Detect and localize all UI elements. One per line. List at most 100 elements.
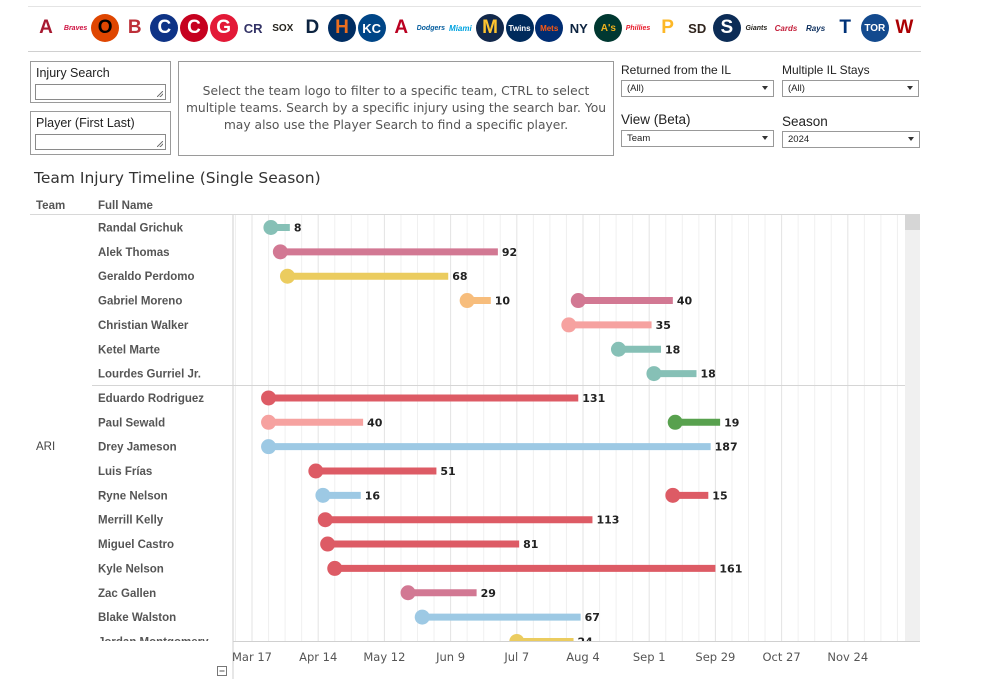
days-label: 8	[294, 222, 302, 235]
player-name: Merrill Kelly	[98, 515, 164, 527]
phillies-logo[interactable]: Phillies	[624, 14, 652, 42]
athletics-logo[interactable]: A's	[594, 14, 623, 42]
days-label: 40	[367, 416, 383, 429]
tigers-logo[interactable]: D	[298, 14, 327, 42]
player-name: Christian Walker	[98, 320, 189, 332]
player-search-label: Player (First Last)	[36, 116, 135, 130]
rays-logo[interactable]: Rays	[801, 14, 830, 42]
x-tick-label: Jul 7	[503, 650, 529, 664]
brewers-logo[interactable]: M	[476, 14, 504, 42]
mariners-logo[interactable]: S	[712, 14, 741, 42]
x-tick-label: Aug 4	[566, 650, 599, 664]
player-name: Alek Thomas	[98, 247, 170, 259]
injury-start-dot[interactable]	[459, 293, 475, 309]
multiple-il-dropdown[interactable]: (All)	[782, 80, 919, 97]
injury-start-dot[interactable]	[400, 585, 416, 601]
injury-start-dot[interactable]	[263, 220, 279, 235]
reds-logo[interactable]: C	[180, 14, 208, 42]
rangers-logo[interactable]: T	[831, 14, 860, 42]
injury-start-dot[interactable]	[665, 487, 681, 503]
white-sox-logo[interactable]: SOX	[268, 14, 297, 42]
x-tick-label: Nov 24	[827, 650, 868, 664]
days-label: 161	[719, 562, 742, 575]
injury-start-dot[interactable]	[272, 244, 288, 260]
days-label: 10	[495, 295, 511, 308]
days-label: 16	[365, 489, 381, 502]
full-name-column-header: Full Name	[98, 200, 153, 212]
pirates-logo[interactable]: P	[653, 14, 682, 42]
player-name: Miguel Castro	[98, 539, 174, 551]
cardinals-logo[interactable]: Cards	[772, 14, 800, 42]
padres-logo[interactable]: SD	[683, 14, 712, 42]
player-search-input[interactable]	[35, 134, 166, 150]
injury-start-dot[interactable]	[561, 317, 577, 333]
chevron-down-icon	[762, 86, 768, 90]
royals-logo[interactable]: KC	[357, 14, 386, 42]
days-label: 187	[715, 441, 738, 454]
x-tick-label: Apr 14	[299, 650, 337, 664]
days-label: 131	[582, 392, 605, 405]
chevron-down-icon	[762, 136, 768, 140]
guardians-logo[interactable]: G	[209, 14, 238, 42]
injury-start-dot[interactable]	[261, 414, 277, 430]
dodgers-logo[interactable]: Dodgers	[416, 14, 445, 42]
days-label: 18	[665, 343, 680, 356]
days-label: 92	[502, 246, 517, 259]
view-dropdown[interactable]: Team	[621, 130, 774, 147]
blue-jays-logo[interactable]: TOR	[860, 14, 889, 42]
orioles-logo[interactable]: O	[91, 14, 120, 42]
days-label: 35	[656, 319, 671, 332]
twins-logo[interactable]: Twins	[505, 14, 534, 42]
player-name: Gabriel Moreno	[98, 296, 182, 308]
player-name: Blake Walston	[98, 612, 176, 624]
days-label: 67	[585, 611, 600, 624]
yankees-logo[interactable]: NY	[564, 14, 593, 42]
cubs-logo[interactable]: C	[150, 14, 179, 42]
astros-logo[interactable]: H	[328, 14, 356, 42]
nationals-logo[interactable]: W	[890, 14, 919, 42]
returned-il-dropdown[interactable]: (All)	[621, 80, 774, 97]
season-value: 2024	[788, 134, 810, 145]
red-sox-logo[interactable]: B	[120, 14, 149, 42]
injury-start-dot[interactable]	[308, 463, 324, 479]
x-tick-label: May 12	[363, 650, 405, 664]
season-label: Season	[782, 114, 828, 129]
braves-logo[interactable]: Braves	[61, 14, 90, 42]
x-tick-label: Oct 27	[763, 650, 801, 664]
injury-search-input[interactable]	[35, 84, 166, 100]
player-name: Luis Frías	[98, 466, 152, 478]
marlins-logo[interactable]: Miami	[446, 14, 475, 42]
injury-start-dot[interactable]	[610, 341, 626, 357]
injury-start-dot[interactable]	[279, 268, 295, 284]
injury-start-dot[interactable]	[327, 560, 343, 576]
injury-start-dot[interactable]	[509, 633, 525, 649]
multiple-il-value: (All)	[788, 83, 805, 94]
days-label: 15	[712, 489, 727, 502]
injury-search-label: Injury Search	[36, 66, 110, 80]
scrollbar-thumb[interactable]	[905, 214, 920, 230]
injury-start-dot[interactable]	[414, 609, 430, 625]
rockies-logo[interactable]: CR	[239, 14, 268, 42]
injury-start-dot[interactable]	[570, 293, 586, 309]
injury-start-dot[interactable]	[261, 439, 277, 455]
days-label: 81	[523, 538, 538, 551]
injury-start-dot[interactable]	[261, 390, 277, 406]
injury-start-dot[interactable]	[667, 414, 683, 430]
days-label: 24	[578, 635, 594, 648]
injury-start-dot[interactable]	[646, 366, 662, 382]
season-dropdown[interactable]: 2024	[782, 131, 920, 148]
mets-logo[interactable]: Mets	[535, 14, 564, 42]
injury-start-dot[interactable]	[317, 512, 333, 528]
injury-start-dot[interactable]	[320, 536, 336, 552]
scrollbar-track[interactable]	[905, 214, 920, 641]
giants-logo[interactable]: Giants	[742, 14, 771, 42]
player-name: Lourdes Gurriel Jr.	[98, 369, 201, 381]
angels-logo[interactable]: A	[387, 14, 416, 42]
x-tick-label: Mar 17	[232, 650, 272, 664]
player-name: Zac Gallen	[98, 588, 156, 600]
days-label: 51	[440, 465, 455, 478]
diamondbacks-logo[interactable]: A	[32, 14, 60, 42]
injury-start-dot[interactable]	[315, 487, 331, 503]
chevron-down-icon	[907, 86, 913, 90]
